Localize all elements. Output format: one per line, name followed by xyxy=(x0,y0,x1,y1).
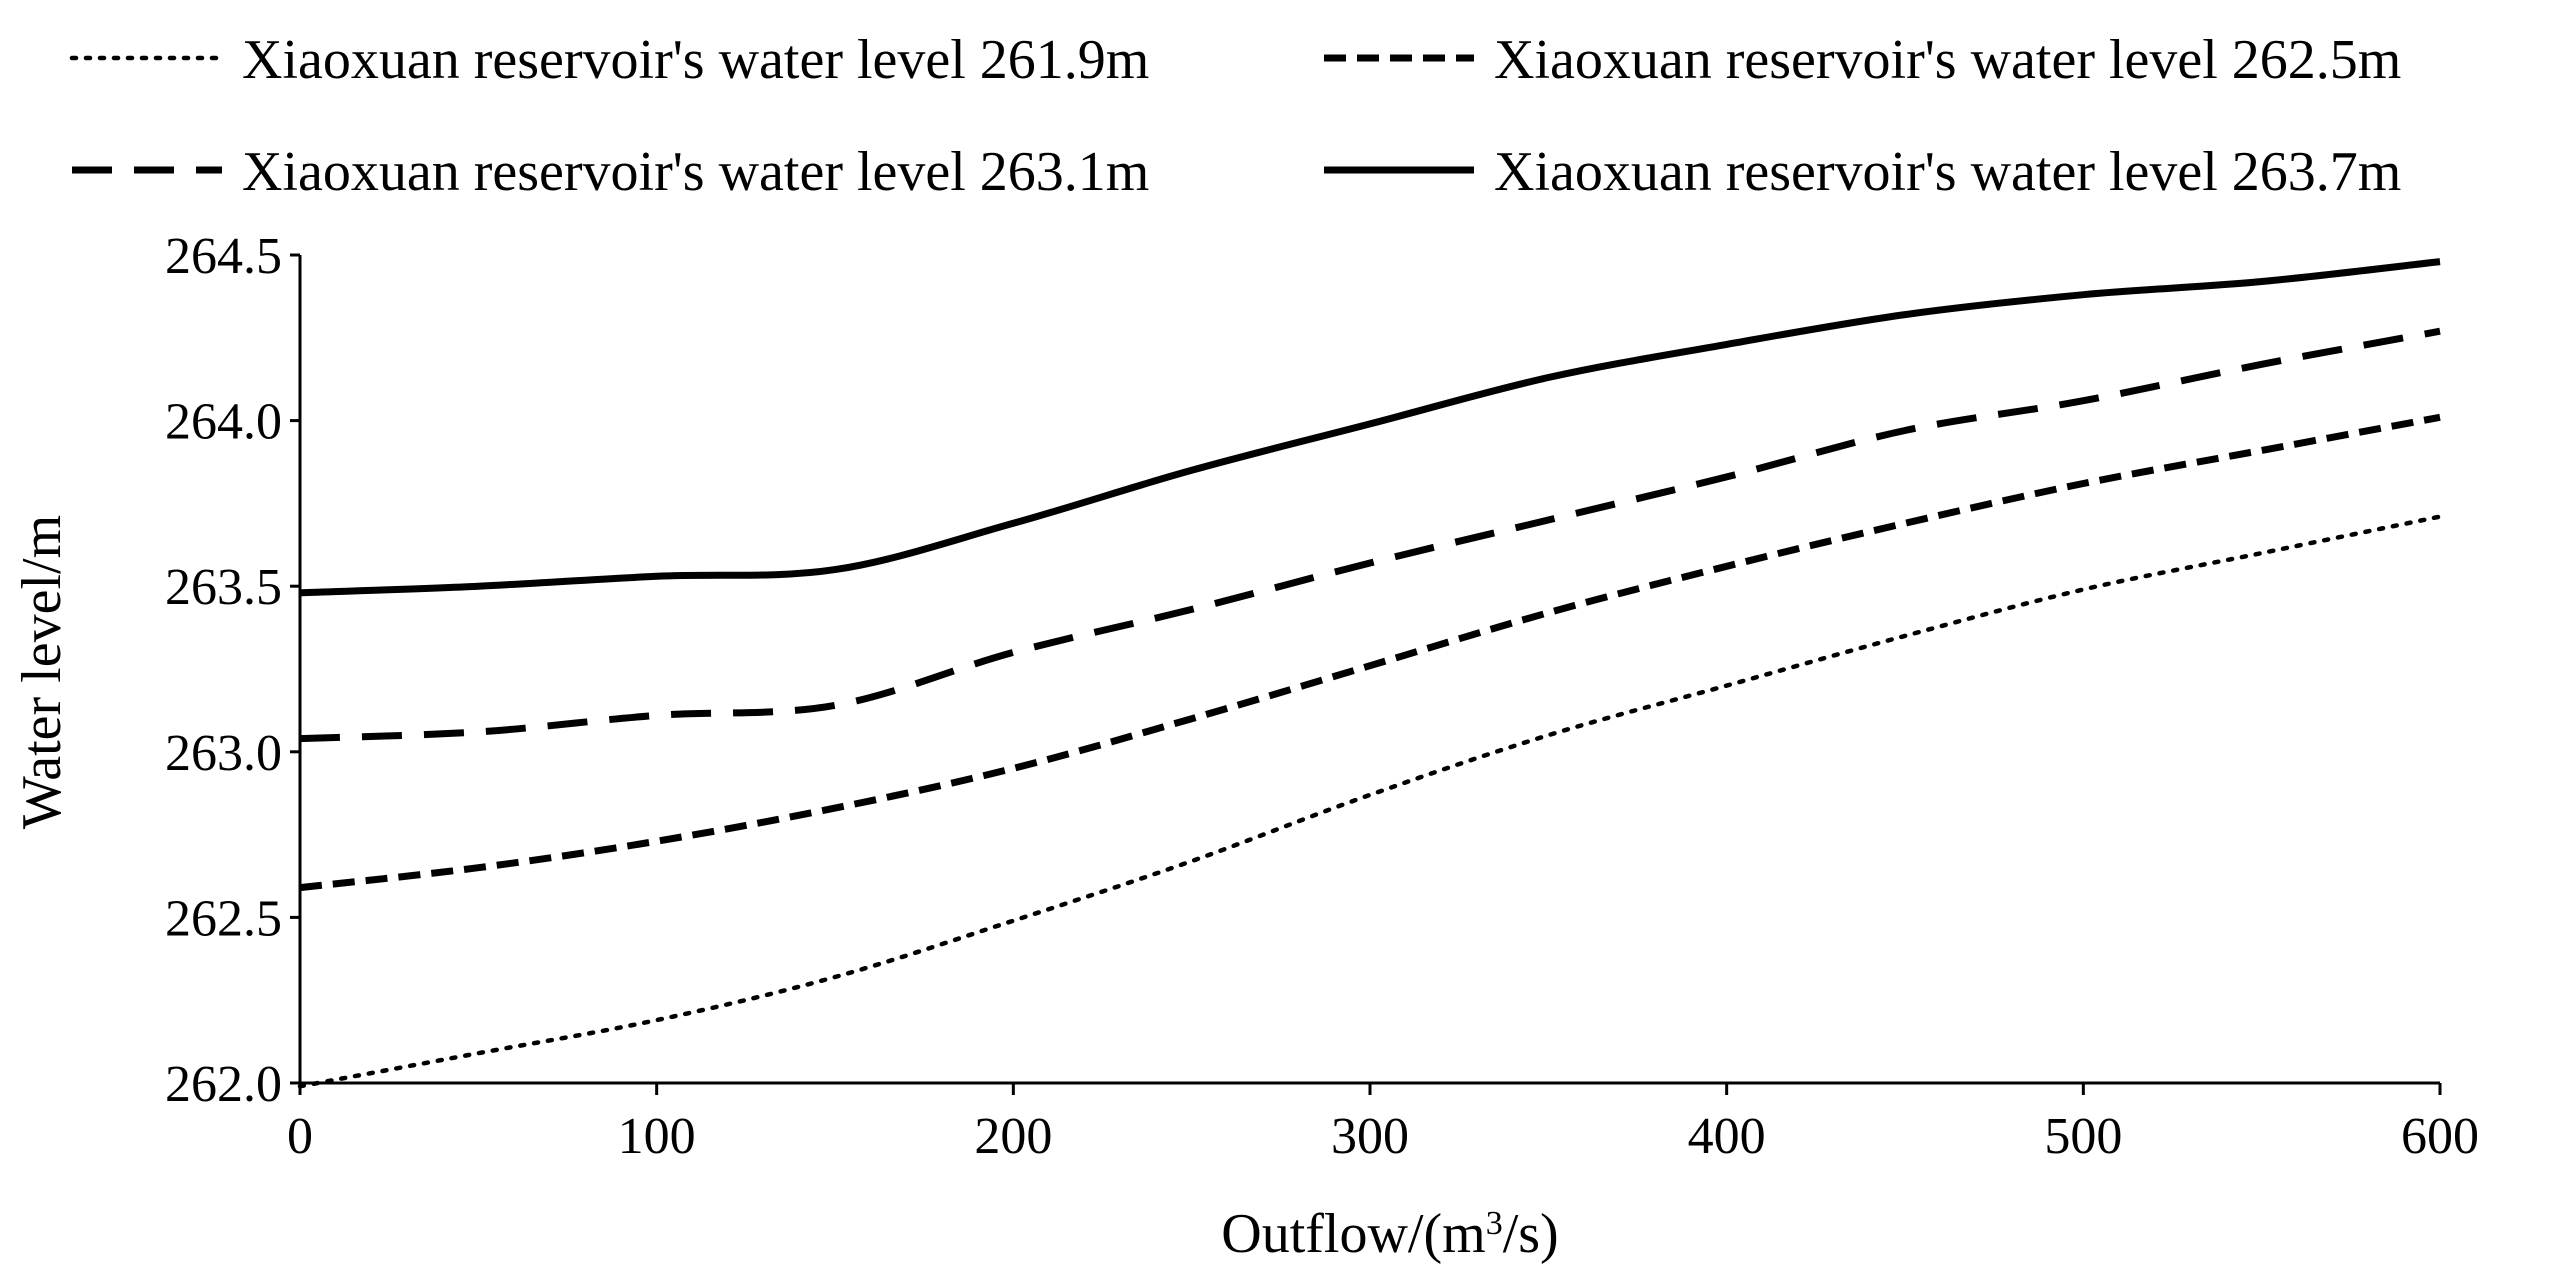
legend-label: Xiaoxuan reservoir's water level 263.1m xyxy=(242,141,1149,203)
legend-label: Xiaoxuan reservoir's water level 261.9m xyxy=(242,29,1149,91)
x-tick-label: 100 xyxy=(618,1108,696,1165)
legend-item-4: Xiaoxuan reservoir's water level 263.7m xyxy=(1324,141,2401,203)
y-axis-title: Water level/m xyxy=(11,515,73,829)
x-axis-title-suffix: /s) xyxy=(1503,1203,1559,1265)
legend: Xiaoxuan reservoir's water level 261.9m X… xyxy=(69,29,2401,203)
series-layer xyxy=(297,258,2443,1089)
axes-layer: 262.0 262.5 263.0 263.5 264.0 264.5 0 100 200 300… xyxy=(165,228,2479,1165)
x-axis-title: Outflow/(m3/s) xyxy=(1221,1203,1558,1265)
y-tick-label: 262.5 xyxy=(165,890,282,947)
legend-label: Xiaoxuan reservoir's water level 263.7m xyxy=(1494,141,2401,203)
legend-item-1: Xiaoxuan reservoir's water level 261.9m xyxy=(69,29,1149,91)
series-line-1 xyxy=(297,514,2443,1089)
series-line-4 xyxy=(299,258,2441,597)
y-tick-label: 263.0 xyxy=(165,725,282,782)
legend-item-2: Xiaoxuan reservoir's water level 262.5m xyxy=(1324,29,2401,91)
y-tick-label: 264.0 xyxy=(165,394,282,451)
x-axis-title-superscript: 3 xyxy=(1486,1205,1503,1242)
legend-label: Xiaoxuan reservoir's water level 262.5m xyxy=(1494,29,2401,91)
y-tick-label: 263.5 xyxy=(165,559,282,616)
series-line-2 xyxy=(299,413,2441,892)
plot-area: 262.0 262.5 263.0 263.5 264.0 264.5 0 100 200 300… xyxy=(165,228,2479,1165)
x-tick-label: 0 xyxy=(287,1108,313,1165)
x-tick-label: 600 xyxy=(2401,1108,2479,1165)
x-axis-title-main: Outflow/(m xyxy=(1221,1203,1485,1265)
x-tick-label: 300 xyxy=(1331,1108,1409,1165)
x-tick-label: 200 xyxy=(974,1108,1052,1165)
legend-item-3: Xiaoxuan reservoir's water level 263.1m xyxy=(72,141,1149,203)
x-tick-label: 500 xyxy=(2044,1108,2122,1165)
y-tick-label: 264.5 xyxy=(165,228,282,285)
x-tick-label: 400 xyxy=(1688,1108,1766,1165)
y-tick-label: 262.0 xyxy=(165,1056,282,1113)
series-line-3 xyxy=(299,327,2441,743)
